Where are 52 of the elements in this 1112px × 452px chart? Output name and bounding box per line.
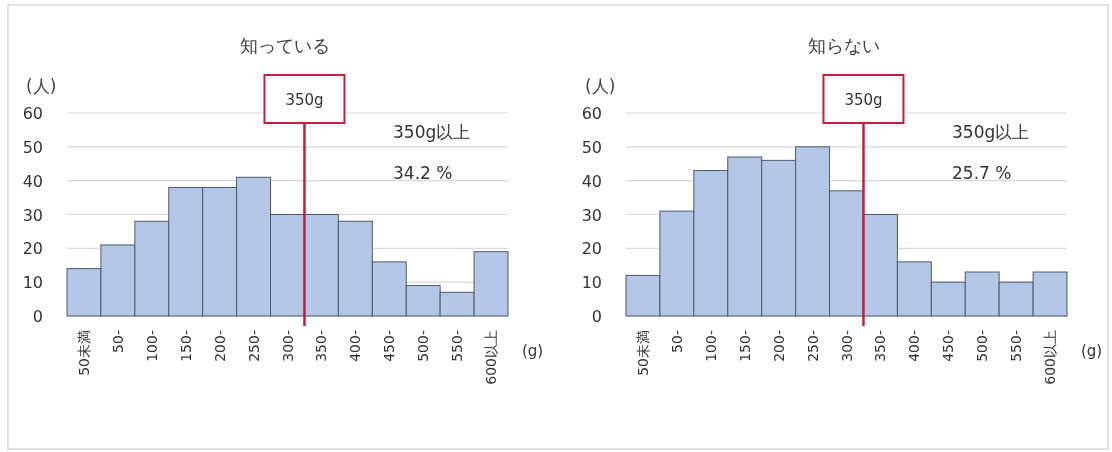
- x-tick-label: 150-: [736, 330, 753, 362]
- y-tick-label: 40: [22, 171, 43, 191]
- x-tick-label: 300-: [838, 330, 855, 362]
- x-tick-label: 250-: [245, 330, 262, 362]
- x-axis-title: (g): [1081, 342, 1103, 360]
- x-tick-label: 450-: [940, 330, 957, 362]
- x-tick-label: 200-: [211, 330, 228, 362]
- x-tick-label: 350-: [313, 330, 330, 362]
- x-tick-label: 500-: [415, 330, 432, 362]
- x-tick-label: 400-: [347, 330, 364, 362]
- ref-line-label: 350g: [285, 91, 324, 109]
- annotation: 350g以上: [393, 122, 471, 142]
- x-tick-label: 100-: [143, 330, 160, 362]
- y-tick-label: 30: [581, 205, 602, 225]
- x-tick-label: 550-: [1008, 330, 1025, 362]
- x-tick-label: 50-: [109, 330, 126, 353]
- y-tick-label: 40: [581, 171, 602, 191]
- y-tick-label: 50: [581, 137, 602, 157]
- y-tick-label: 60: [581, 104, 602, 123]
- x-tick-label: 600以上: [483, 330, 500, 385]
- x-tick-label: 350-: [872, 330, 889, 362]
- y-tick-label: 0: [591, 307, 602, 326]
- y-tick-label: 0: [32, 307, 43, 326]
- x-tick-label: 450-: [381, 330, 398, 362]
- y-tick-label: 60: [22, 104, 43, 123]
- x-axis-title: (g): [522, 342, 544, 360]
- x-tick-label: 100-: [702, 330, 719, 362]
- chart-title: 知らない: [808, 35, 880, 56]
- x-tick-label: 550-: [449, 330, 466, 362]
- x-tick-label: 50未満: [634, 330, 651, 376]
- y-tick-label: 30: [22, 205, 43, 225]
- y-tick-label: 50: [22, 137, 43, 157]
- annotation: 350g以上: [952, 122, 1030, 142]
- y-tick-label: 10: [22, 273, 43, 293]
- chart-title: 知っている: [240, 35, 330, 56]
- y-tick-label: 20: [581, 239, 602, 259]
- annotation: 25.7 %: [952, 163, 1012, 183]
- y-axis-title: (人): [26, 76, 57, 96]
- y-axis-title: (人): [585, 76, 616, 96]
- x-tick-label: 300-: [279, 330, 296, 362]
- x-tick-label: 50未満: [75, 330, 92, 376]
- x-tick-label: 600以上: [1042, 330, 1059, 385]
- x-tick-label: 500-: [974, 330, 991, 362]
- x-tick-label: 400-: [906, 330, 923, 362]
- x-tick-label: 200-: [770, 330, 787, 362]
- x-tick-label: 250-: [804, 330, 821, 362]
- y-tick-label: 10: [581, 273, 602, 293]
- ref-line-label: 350g: [844, 91, 883, 109]
- y-tick-label: 20: [22, 239, 43, 259]
- annotation: 34.2 %: [393, 163, 453, 183]
- x-tick-label: 150-: [177, 330, 194, 362]
- x-tick-label: 50-: [668, 330, 685, 353]
